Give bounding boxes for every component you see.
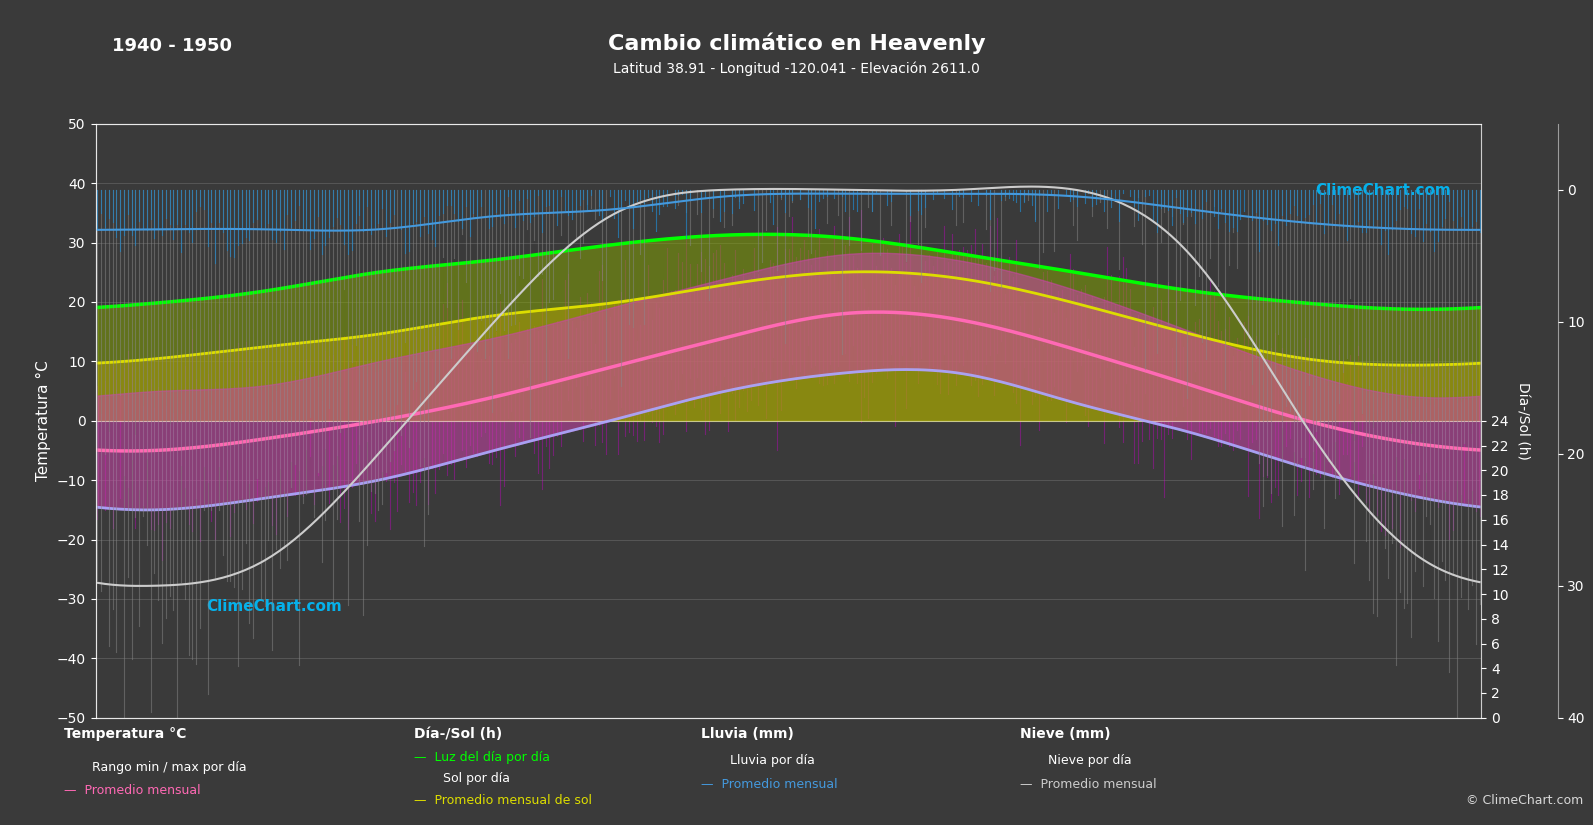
Text: Sol por día: Sol por día <box>443 772 510 785</box>
Text: Lluvia (mm): Lluvia (mm) <box>701 728 793 742</box>
Text: Lluvia por día: Lluvia por día <box>730 754 814 767</box>
Text: —  Promedio mensual: — Promedio mensual <box>1020 778 1157 791</box>
Y-axis label: Temperatura °C: Temperatura °C <box>37 361 51 481</box>
Text: —  Promedio mensual: — Promedio mensual <box>701 778 838 791</box>
Text: Latitud 38.91 - Longitud -120.041 - Elevación 2611.0: Latitud 38.91 - Longitud -120.041 - Elev… <box>613 62 980 77</box>
Text: ClimeChart.com: ClimeChart.com <box>1316 183 1451 198</box>
Text: Temperatura °C: Temperatura °C <box>64 728 186 742</box>
Text: © ClimeChart.com: © ClimeChart.com <box>1466 794 1583 808</box>
Text: Rango min / max por día: Rango min / max por día <box>92 761 247 775</box>
Text: Cambio climático en Heavenly: Cambio climático en Heavenly <box>607 33 986 54</box>
Text: Día-/Sol (h): Día-/Sol (h) <box>414 728 502 742</box>
Text: —  Promedio mensual: — Promedio mensual <box>64 784 201 797</box>
Text: 1940 - 1950: 1940 - 1950 <box>112 37 231 55</box>
Text: —  Promedio mensual de sol: — Promedio mensual de sol <box>414 794 593 808</box>
Text: —  Luz del día por día: — Luz del día por día <box>414 751 550 764</box>
Y-axis label: Día-/Sol (h): Día-/Sol (h) <box>1517 382 1529 460</box>
Text: Nieve (mm): Nieve (mm) <box>1020 728 1110 742</box>
Text: Nieve por día: Nieve por día <box>1048 754 1131 767</box>
Text: ClimeChart.com: ClimeChart.com <box>207 599 342 614</box>
